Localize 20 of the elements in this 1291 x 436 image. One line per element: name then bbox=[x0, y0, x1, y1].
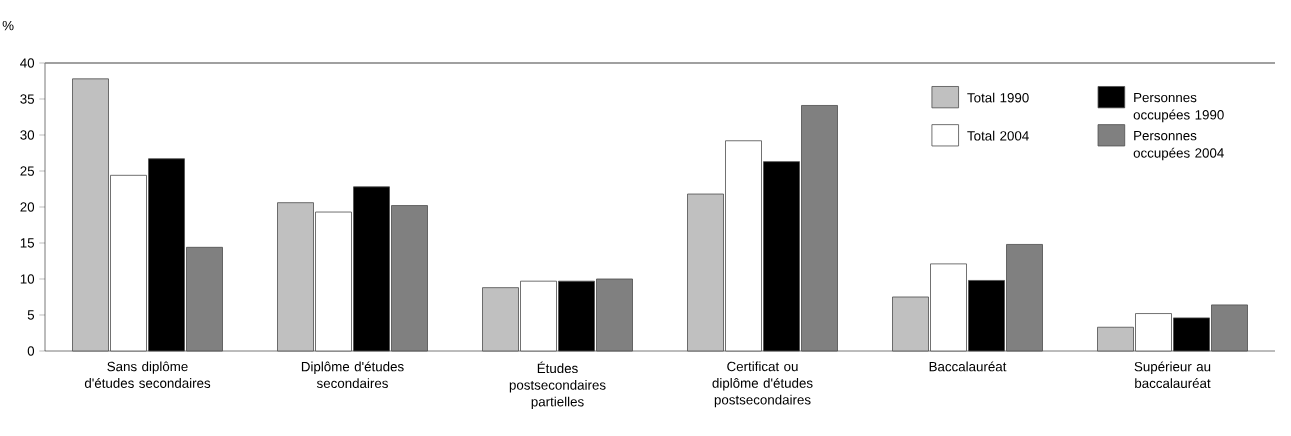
legend-label: Total 2004 bbox=[967, 130, 1029, 141]
x-tick-label: Études postsecondaires partielles bbox=[509, 361, 606, 410]
y-tick-label: 25 bbox=[20, 166, 35, 176]
y-tick-label: 30 bbox=[20, 130, 35, 140]
y-tick-label: 5 bbox=[27, 310, 35, 320]
y-tick-label: 40 bbox=[20, 58, 35, 68]
x-tick-label: Supérieur au baccalauréat bbox=[1134, 361, 1211, 389]
y-tick-label: 0 bbox=[27, 346, 35, 356]
y-tick-label: 10 bbox=[20, 274, 35, 284]
y-axis-title: % bbox=[2, 20, 14, 31]
x-tick-label: Baccalauréat bbox=[929, 361, 1007, 372]
y-tick-label: 20 bbox=[20, 202, 35, 212]
legend-label: Personnes occupées 1990 bbox=[1133, 92, 1224, 123]
x-tick-label: Certificat ou diplôme d'études postsecondaires bbox=[712, 361, 813, 408]
y-tick-label: 35 bbox=[20, 94, 35, 104]
legend-label: Total 1990 bbox=[967, 92, 1029, 103]
legend-label: Personnes occupées 2004 bbox=[1133, 131, 1224, 161]
x-tick-label: Diplôme d'études secondaires bbox=[301, 361, 404, 389]
y-tick-label: 15 bbox=[20, 238, 35, 248]
x-tick-label: Sans diplôme d'études secondaires bbox=[84, 361, 211, 388]
